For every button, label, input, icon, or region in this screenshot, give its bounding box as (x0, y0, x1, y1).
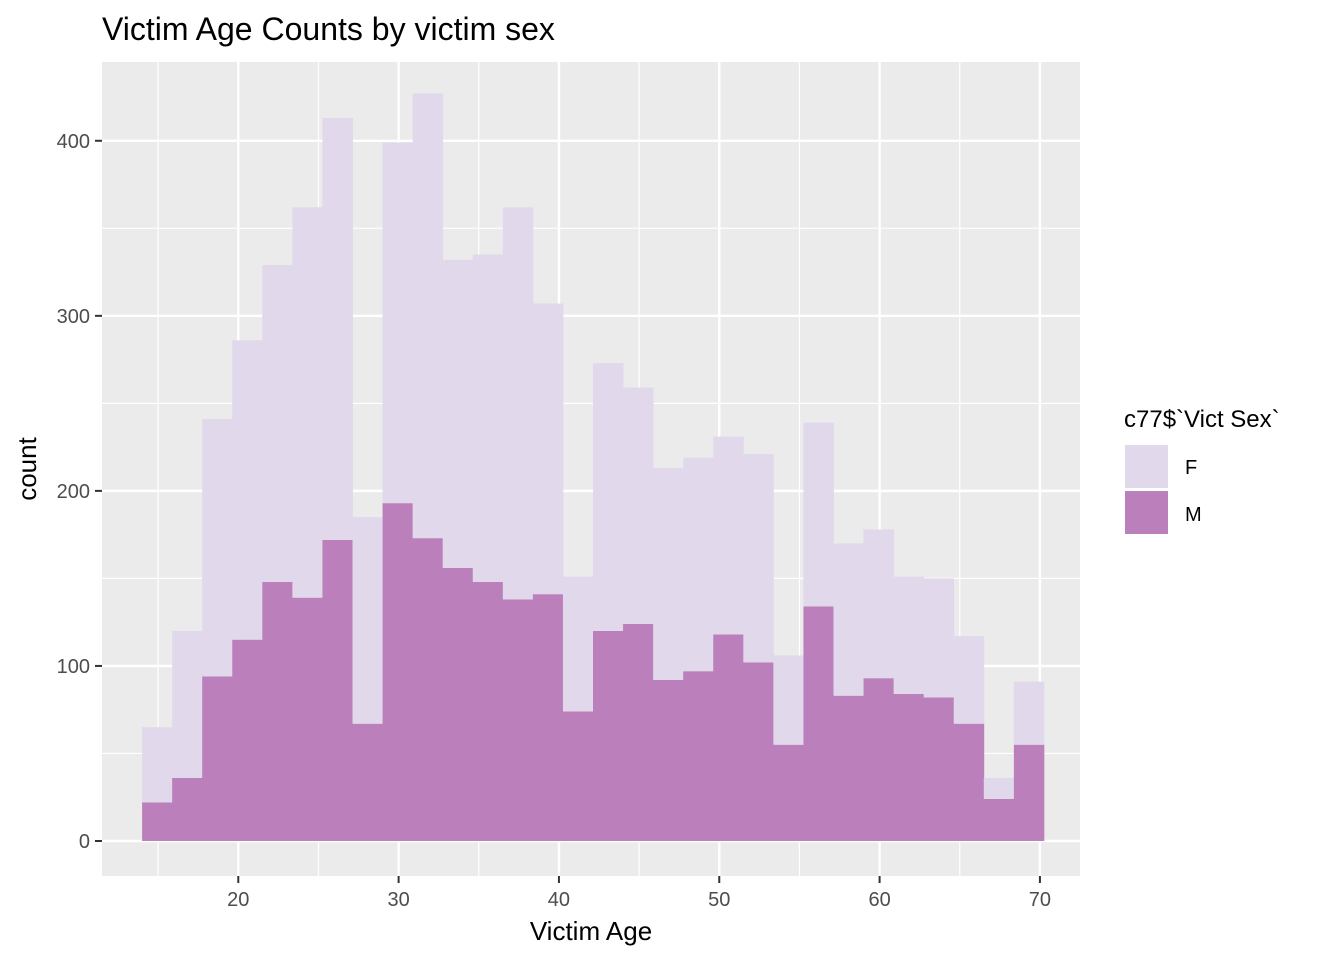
y-axis: 0 100 200 300 400 (57, 131, 102, 853)
x-tick-label: 40 (548, 889, 570, 911)
bar-f (292, 207, 323, 598)
bar-m (202, 676, 233, 841)
legend-key-f (1125, 445, 1168, 488)
bar-m (923, 697, 955, 841)
bar-f (142, 727, 173, 803)
bar-m (833, 695, 864, 841)
x-tick-label: 20 (227, 889, 249, 911)
bar-m (292, 597, 323, 841)
bar-f (713, 436, 744, 635)
bar-f (863, 529, 895, 679)
chart-title: Victim Age Counts by victim sex (102, 11, 555, 47)
bar-f (352, 517, 383, 724)
bar-f (983, 777, 1015, 799)
bar-m (623, 623, 654, 841)
bar-m (953, 723, 985, 841)
legend-title: c77$`Vict Sex` (1124, 406, 1280, 433)
y-tick-label: 400 (57, 131, 90, 153)
bar-m (262, 581, 293, 841)
bar-f (532, 303, 564, 595)
bar-m (863, 678, 895, 841)
bar-f (262, 265, 293, 582)
bar-f (773, 655, 804, 745)
bars (142, 93, 1045, 841)
bar-m (352, 723, 383, 841)
bar-f (743, 454, 774, 663)
bar-m (442, 567, 474, 841)
bar-m (532, 594, 564, 841)
bar-m (502, 599, 534, 841)
x-axis-title: Victim Age (530, 916, 652, 946)
y-tick-label: 100 (57, 656, 90, 678)
bar-f (202, 419, 233, 677)
bar-f (382, 142, 414, 504)
bar-f (833, 543, 864, 696)
bar-m (653, 679, 684, 841)
bar-f (472, 254, 504, 582)
bar-m (743, 662, 774, 841)
bar-m (683, 671, 714, 841)
bar-m (1013, 744, 1045, 841)
y-tick-label: 0 (79, 831, 90, 853)
bar-f (172, 630, 203, 778)
bar-f (803, 422, 834, 607)
bar-f (562, 576, 594, 712)
bar-f (683, 457, 714, 672)
bar-f (322, 118, 353, 540)
x-tick-label: 50 (708, 889, 730, 911)
y-tick-label: 300 (57, 306, 90, 328)
bar-f (653, 468, 684, 680)
bar-f (442, 259, 474, 568)
bar-m (142, 802, 173, 841)
bar-m (472, 581, 504, 841)
bar-f (412, 93, 444, 539)
x-tick-label: 60 (868, 889, 890, 911)
bar-m (593, 630, 624, 841)
y-axis-title: count (12, 436, 42, 500)
legend-key-m (1125, 491, 1168, 534)
legend-label-f: F (1185, 457, 1197, 479)
bar-m (322, 539, 353, 841)
legend-label-m: M (1185, 504, 1202, 526)
x-axis: 20 30 40 50 60 70 (227, 876, 1051, 911)
x-tick-label: 30 (387, 889, 409, 911)
bar-m (562, 711, 594, 841)
bar-f (593, 363, 624, 631)
bar-m (803, 606, 834, 841)
bar-m (713, 634, 744, 841)
bar-m (382, 503, 414, 841)
y-tick-label: 200 (57, 481, 90, 503)
bar-f (953, 636, 985, 724)
x-tick-label: 70 (1029, 889, 1051, 911)
bar-f (623, 387, 654, 624)
bar-f (232, 340, 263, 640)
bar-f (502, 207, 534, 600)
bar-f (923, 578, 955, 698)
bar-f (893, 576, 925, 694)
bar-m (893, 693, 925, 841)
bar-m (773, 744, 804, 841)
bar-m (232, 639, 263, 841)
bar-m (412, 538, 444, 841)
legend: c77$`Vict Sex` F M (1124, 406, 1280, 534)
bar-m (983, 798, 1015, 841)
bar-f (1013, 681, 1045, 745)
bar-m (172, 777, 203, 841)
